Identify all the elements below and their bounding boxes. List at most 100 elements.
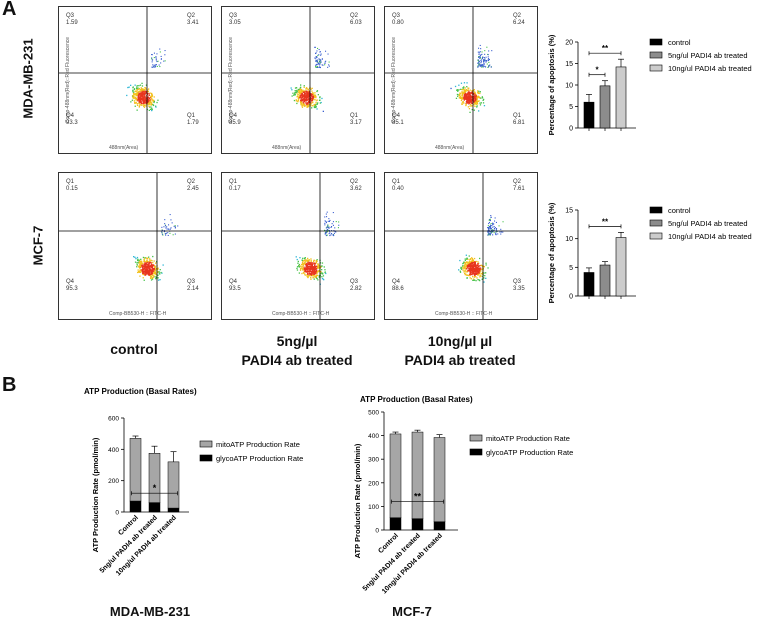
y-tick-label: 0	[569, 294, 573, 301]
flow-events	[126, 48, 166, 112]
flow-plot-mcf7-10ng: Comp-BB530-H :: FITC-HComp-BB700-A :: PE…	[384, 172, 538, 320]
quadrant-upper-right-value: Q2 6.03	[350, 13, 362, 26]
quadrant-upper-left-value: Q1 0.17	[229, 179, 241, 192]
y-tick-label: 15	[565, 61, 573, 68]
legend-swatch	[199, 454, 213, 462]
y-tick-label: 20	[565, 40, 573, 47]
flow-x-axis-label: 488nm(Area)	[109, 145, 139, 151]
chart-title: ATP Production (Basal Rates)	[84, 387, 197, 396]
legend-swatch	[649, 219, 663, 227]
legend-label: 5ng/ul PADI4 ab treated	[668, 219, 748, 228]
flow-scatter	[59, 7, 211, 153]
flow-events	[133, 214, 179, 281]
flow-x-axis-label: 488nm(Area)	[272, 145, 302, 151]
quadrant-upper-right-value: Q2 2.45	[187, 179, 199, 192]
quadrant-lower-right-value: Q3 2.82	[350, 279, 362, 292]
flow-events	[295, 211, 340, 285]
quadrant-lower-right-value: Q1 6.81	[513, 113, 525, 126]
y-axis-label: Percentage of apoptosis (%)	[547, 202, 556, 303]
atp-chart-mda: ATP Production (Basal Rates) ATP Producti…	[84, 387, 303, 577]
y-tick-label: 10	[565, 83, 573, 90]
y-tick-label: 0	[569, 126, 573, 133]
bar-segment-mito	[148, 453, 161, 503]
atp-cell-line-mcf7: MCF-7	[392, 604, 432, 619]
flow-plot-mda-10ng: 488nm(Area) Comp-488nm(Red)::Red Fluoresc…	[384, 6, 538, 154]
y-tick-label: 200	[108, 478, 119, 485]
y-tick-label: 300	[368, 457, 379, 464]
legend-swatch	[649, 51, 663, 59]
flow-plot-mda-control: 488nm(Area) Comp-488nm(Red)::Red Fluoresc…	[58, 6, 212, 154]
bar-segment-glyco	[148, 502, 161, 513]
legend-swatch	[649, 206, 663, 214]
row-label-mcf7: MCF-7	[30, 225, 46, 266]
quadrant-upper-left-value: Q1 0.15	[66, 179, 78, 192]
bar-control	[583, 272, 595, 297]
flow-scatter	[385, 7, 537, 153]
bar-segment-glyco	[389, 517, 402, 531]
flow-y-axis-label: Comp-488nm(Red)::Red Fluorescence	[391, 36, 398, 124]
quadrant-lower-left-value: Q4 85.9	[229, 113, 241, 126]
significance-label: *	[153, 483, 157, 493]
flow-scatter	[222, 173, 374, 319]
flow-x-axis-label: Comp-BB530-H :: FITC-H	[109, 311, 167, 317]
legend-swatch	[469, 434, 483, 442]
quadrant-upper-left-value: Q3 0.80	[392, 13, 404, 26]
panel-b-label: B	[2, 374, 17, 396]
row-label-mda: MDA-MB-231	[20, 38, 36, 119]
atp-cell-line-mda: MDA-MB-231	[109, 604, 191, 619]
significance-label: *	[595, 66, 599, 75]
legend-swatch	[649, 232, 663, 240]
bar-segment-mito	[129, 438, 142, 502]
y-tick-label: 0	[115, 510, 119, 517]
legend-label: 10ng/ul PADI4 ab treated	[668, 64, 752, 73]
flow-plot-mda-5ng: 488nm(Area) Comp-488nm(Red)::Red Fluoresc…	[221, 6, 375, 154]
flow-y-axis-label: Comp-488nm(Red)::Red Fluorescence	[65, 36, 72, 124]
quadrant-lower-right-value: Q1 3.17	[350, 113, 362, 126]
bar-segment-glyco	[411, 518, 424, 531]
y-tick-label: 10	[565, 236, 573, 243]
condition-label-5ng: 5ng/µl PADI4 ab treated	[241, 333, 353, 368]
legend-swatch	[469, 448, 483, 456]
quadrant-lower-left-value: Q4 93.5	[229, 279, 241, 292]
significance-label: **	[602, 44, 609, 53]
y-tick-label: 5	[569, 265, 573, 272]
bar-segment-mito	[389, 433, 402, 518]
legend-swatch	[199, 440, 213, 448]
y-tick-label: 600	[108, 416, 119, 423]
legend-label: mitoATP Production Rate	[216, 440, 300, 449]
quadrant-upper-left-value: Q3 3.05	[229, 13, 241, 26]
quadrant-lower-left-value: Q4 85.1	[392, 113, 404, 126]
flow-x-axis-label: Comp-BB530-H :: FITC-H	[435, 311, 493, 317]
y-axis-label: Percentage of apoptosis (%)	[547, 34, 556, 135]
bar-segment-mito	[411, 431, 424, 519]
quadrant-upper-right-value: Q2 6.24	[513, 13, 525, 26]
chart-title: ATP Production (Basal Rates)	[360, 395, 473, 404]
bar-control	[583, 101, 595, 129]
flow-scatter	[385, 173, 537, 319]
bar-segment-mito	[167, 461, 180, 509]
bar-segment-glyco	[167, 507, 180, 513]
flow-plot-mcf7-5ng: Comp-BB530-H :: FITC-HComp-BB700-A :: PE…	[221, 172, 375, 320]
atp-chart-mcf7: ATP Production (Basal Rates) ATP Producti…	[353, 395, 573, 594]
flow-events	[458, 215, 504, 283]
panel-a-label: A	[2, 0, 17, 20]
apoptosis-chart-mcf7: Percentage of apoptosis (%) 0 5 10 15 ** contr…	[547, 202, 752, 303]
quadrant-upper-right-value: Q2 7.61	[513, 179, 525, 192]
y-tick-label: 5	[569, 104, 573, 111]
y-tick-label: 0	[375, 528, 379, 535]
legend-label: control	[668, 38, 691, 47]
quadrant-upper-right-value: Q2 3.41	[187, 13, 199, 26]
bar-segment-glyco	[129, 500, 142, 513]
y-tick-label: 500	[368, 410, 379, 417]
bar-segment-mito	[433, 437, 446, 522]
bar-5ng	[599, 85, 611, 129]
condition-label-control: control	[110, 341, 158, 357]
legend-label: control	[668, 206, 691, 215]
quadrant-upper-left-value: Q1 0.40	[392, 179, 404, 192]
flow-x-axis-label: Comp-BB530-H :: FITC-H	[272, 311, 330, 317]
bar-10ng	[615, 66, 627, 129]
flow-scatter	[222, 7, 374, 153]
y-tick-label: 15	[565, 208, 573, 215]
bar-10ng	[615, 237, 627, 297]
legend-label: glycoATP Production Rate	[486, 448, 573, 457]
